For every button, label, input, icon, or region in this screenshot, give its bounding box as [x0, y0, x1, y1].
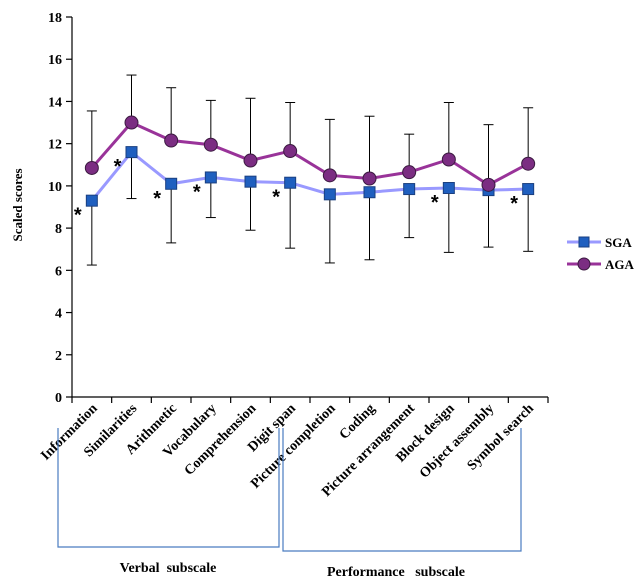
- series-lines: [84, 115, 536, 207]
- significance-markers: * * * * * * *: [74, 156, 518, 227]
- aga-series-line: [90, 120, 529, 187]
- y-tick-label: 12: [48, 138, 62, 153]
- sga-point: [403, 183, 416, 196]
- aga-point: [283, 144, 298, 159]
- y-tick-label: 6: [55, 264, 62, 279]
- sga-point: [442, 182, 455, 194]
- y-tick-label: 16: [48, 53, 62, 68]
- sga-point: [323, 188, 336, 201]
- aga-point: [124, 115, 139, 130]
- legend: SGA AGA: [567, 235, 635, 272]
- subscale-brackets: Verbal subscale Performance subscale: [57, 428, 522, 579]
- aga-point: [243, 153, 258, 168]
- y-tick-label: 4: [55, 307, 62, 322]
- sga-point: [363, 186, 376, 199]
- aga-point: [362, 171, 377, 186]
- sga-point: [85, 194, 98, 207]
- aga-point: [322, 168, 337, 183]
- subscale-label: Performance subscale: [327, 565, 465, 579]
- significance-star: *: [510, 193, 518, 215]
- sga-point: [165, 177, 178, 190]
- x-axis: InformationSimilaritiesArithmeticVocabul…: [38, 396, 549, 500]
- y-tick-label: 10: [48, 180, 62, 195]
- significance-star: *: [272, 187, 280, 209]
- sga-series-line: [90, 150, 529, 202]
- subscale-bracket: [282, 428, 522, 552]
- aga-point: [402, 165, 417, 180]
- sga-point: [244, 175, 257, 188]
- y-tick-label: 14: [48, 95, 62, 110]
- sga-point: [204, 171, 217, 184]
- sga-point: [522, 183, 535, 196]
- aga-point: [521, 156, 536, 171]
- aga-legend-label: AGA: [605, 257, 635, 272]
- significance-star: *: [431, 192, 439, 214]
- y-axis: 0 2 4 6 8 10 12 14 16 18: [48, 11, 73, 406]
- y-tick-label: 2: [55, 349, 62, 364]
- y-tick-label: 0: [55, 391, 62, 406]
- sga-legend-marker: [578, 236, 590, 248]
- x-category-label: Comprehension: [182, 401, 260, 479]
- significance-star: *: [74, 205, 82, 227]
- subscale-bracket: [57, 428, 280, 548]
- error-bars: [86, 74, 534, 266]
- subscale-label: Verbal subscale: [120, 561, 217, 576]
- aga-point: [164, 133, 179, 148]
- aga-legend-marker: [577, 257, 591, 271]
- sga-point: [125, 146, 138, 159]
- aga-point: [84, 160, 99, 175]
- y-tick-label: 8: [55, 222, 62, 237]
- significance-star: *: [153, 188, 161, 210]
- aga-point: [441, 152, 456, 167]
- significance-star: *: [114, 156, 122, 178]
- sga-legend-label: SGA: [605, 235, 632, 250]
- y-tick-label: 18: [48, 11, 62, 26]
- significance-star: *: [193, 181, 201, 203]
- aga-point: [481, 177, 496, 192]
- y-axis-label: Scaled scores: [10, 168, 25, 241]
- sga-point: [284, 176, 297, 189]
- aga-point: [203, 137, 218, 152]
